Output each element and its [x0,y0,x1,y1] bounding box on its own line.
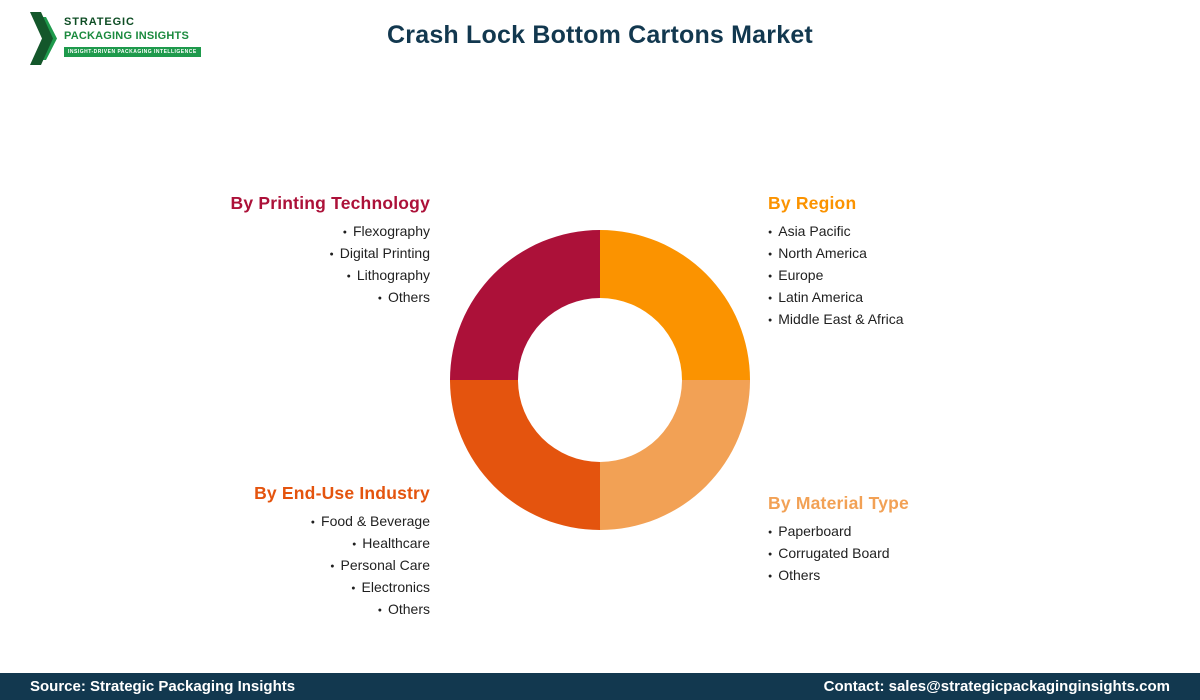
segment-heading-end-use-industry: By End-Use Industry [254,483,430,503]
item-label: Middle East & Africa [778,311,904,327]
donut-slice-printing-technology [450,230,600,380]
segment-heading-printing-technology: By Printing Technology [230,193,430,213]
item-label: North America [778,245,867,261]
list-item: ● Latin America [768,287,1078,309]
brand-logo: STRATEGIC PACKAGING INSIGHTS INSIGHT-DRI… [30,12,201,65]
item-label: Europe [778,267,824,283]
segment-material-type: By Material Type ● Paperboard ● Corrugated… [768,493,1078,587]
bullet-icon: ● [346,273,351,280]
page-title: Crash Lock Bottom Cartons Market [387,21,813,49]
list-item: ● North America [768,243,1078,265]
item-label: Others [387,601,430,617]
list-item: ● Flexography [120,221,430,243]
list-item: ● Others [768,565,1078,587]
item-label: Others [778,567,821,583]
segment-region: By Region ● Asia Pacific ● North America ●… [768,193,1078,331]
logo-title-line1: STRATEGIC [64,16,135,28]
bullet-icon: ● [768,551,773,558]
bullet-icon: ● [768,229,773,236]
footer-source: Source: Strategic Packaging Insights [30,678,296,695]
list-item: ● Electronics [120,577,430,599]
item-label: Personal Care [340,557,431,573]
item-label: Corrugated Board [778,545,890,561]
list-item: ● Food & Beverage [120,511,430,533]
bullet-icon: ● [310,519,316,526]
list-item: ● Asia Pacific [768,221,1078,243]
item-label: Lithography [356,267,430,283]
bullet-icon: ● [352,541,357,548]
bullet-icon: ● [768,251,773,258]
list-item: ● Healthcare [120,533,430,555]
donut-chart [450,230,750,530]
bullet-icon: ● [342,229,347,236]
segment-heading-material-type: By Material Type [768,493,909,513]
list-item: ● Corrugated Board [768,543,1078,565]
segment-printing-technology: By Printing Technology ● Flexography ● Dig… [120,193,431,309]
item-label: Latin America [778,289,864,305]
logo-tagline: INSIGHT-DRIVEN PACKAGING INTELLIGENCE [64,47,201,57]
segment-list-printing-technology: ● Flexography ● Digital Printing ● Lithogra… [120,221,431,309]
segment-end-use-industry: By End-Use Industry ● Food & Beverage ● He… [120,483,430,621]
list-item: ● Paperboard [768,521,1078,543]
footer-bar: Source: Strategic Packaging Insights Con… [0,673,1200,700]
bullet-icon: ● [351,585,356,592]
list-item: ● Lithography [120,265,430,287]
bullet-icon: ● [768,529,773,536]
donut-slice-end-use-industry [450,380,600,530]
item-label: Others [387,289,430,305]
bullet-icon: ● [768,295,773,302]
donut-slice-material-type [600,380,750,530]
bullet-icon: ● [377,607,382,614]
segment-list-material-type: ● Paperboard ● Corrugated Board ● Others [768,521,1078,587]
donut-slice-region [600,230,750,380]
list-item: ● Europe [768,265,1078,287]
list-item: ● Personal Care [120,555,430,577]
item-label: Paperboard [778,523,852,539]
item-label: Food & Beverage [321,513,430,529]
item-label: Electronics [361,579,430,595]
list-item: ● Middle East & Africa [768,309,1078,331]
item-label: Flexography [352,223,430,239]
list-item: ● Digital Printing [120,243,431,265]
item-label: Healthcare [362,535,430,551]
bullet-icon: ● [768,317,773,324]
list-item: ● Others [120,599,430,621]
segment-list-end-use-industry: ● Food & Beverage ● Healthcare ● Personal C… [120,511,430,621]
footer-contact: Contact: sales@strategicpackaginginsight… [823,678,1170,695]
logo-title-line2: PACKAGING INSIGHTS [64,30,190,42]
logo-text: STRATEGIC PACKAGING INSIGHTS INSIGHT-DRI… [64,12,201,57]
item-label: Digital Printing [339,245,430,261]
bullet-icon: ● [329,251,334,258]
bullet-icon: ● [768,273,773,280]
bullet-icon: ● [377,295,382,302]
logo-chevron-icon [30,12,57,65]
list-item: ● Others [120,287,430,309]
segment-heading-region: By Region [768,193,857,213]
bullet-icon: ● [330,563,335,570]
item-label: Asia Pacific [778,223,851,239]
segment-list-region: ● Asia Pacific ● North America ● Europe ● La… [768,221,1078,331]
bullet-icon: ● [768,573,773,580]
